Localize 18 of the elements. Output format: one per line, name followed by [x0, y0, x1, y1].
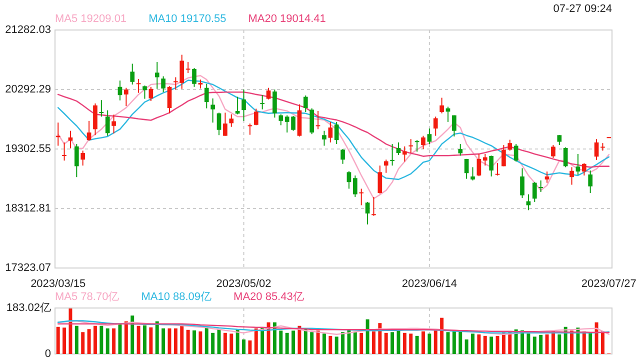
series-label: MA10 88.09亿 [141, 291, 212, 303]
text: MA20 19014.41 [248, 13, 326, 25]
y-tick-label: 20292.29 [5, 83, 51, 96]
x-tick-label: 2023/03/15 [30, 278, 86, 290]
text: 07-27 09:24 [553, 3, 612, 15]
series-label: MA5 78.70亿 [55, 291, 120, 303]
text: MA20 85.43亿 [234, 291, 304, 303]
x-tick-label: 2023/07/27 [581, 278, 636, 290]
y-tick-label: 17323.07 [5, 262, 51, 274]
x-tick-label: 2023/06/14 [402, 278, 457, 290]
y-tick-label: 19302.55 [5, 142, 51, 155]
y-tick-label: 0 [44, 348, 51, 360]
y-tick-label: 18312.81 [5, 202, 51, 214]
text: MA5 19209.01 [55, 13, 127, 25]
y-tick-label: 21282.03 [5, 24, 51, 36]
x-tick-label: 2023/05/02 [216, 278, 272, 290]
text: MA10 19170.55 [148, 13, 226, 25]
y-tick-label: 183.02亿 [6, 302, 51, 314]
